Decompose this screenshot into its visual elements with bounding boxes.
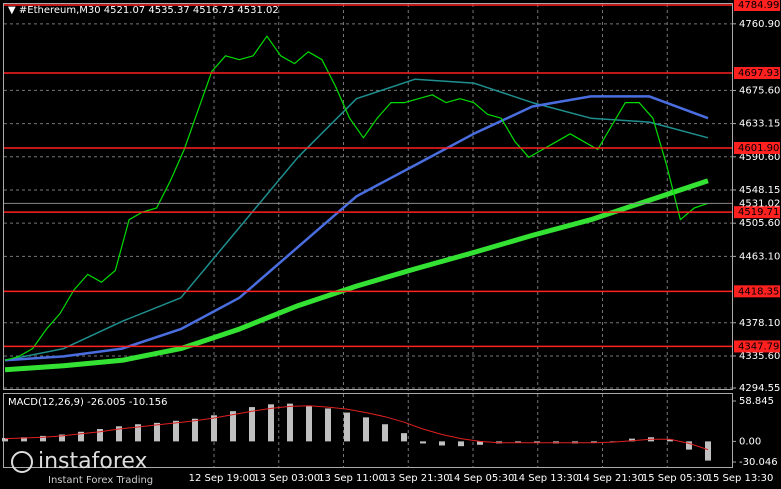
level-label-bg: [734, 285, 780, 298]
macd-bar: [439, 441, 445, 446]
macd-bar: [40, 435, 46, 442]
x-tick-label: 12 Sep 19:00: [189, 473, 256, 484]
level-label: 4347.79: [738, 341, 779, 352]
y-tick-label: 4378.10: [739, 318, 780, 329]
macd-bar: [211, 415, 217, 442]
macd-bar: [192, 418, 198, 442]
macd-bar: [116, 426, 122, 442]
price-line: [4, 78, 709, 362]
macd-signal: [4, 405, 709, 451]
macd-bar: [268, 404, 274, 442]
macd-bar: [154, 422, 160, 442]
macd-bar: [135, 424, 141, 442]
macd-bar: [686, 441, 692, 450]
logo-name: instaforex: [38, 449, 148, 474]
macd-tick-label: -30.046: [739, 457, 778, 468]
level-label-bg: [734, 0, 780, 11]
level-label: 4601.90: [738, 143, 779, 154]
macd-bar: [2, 437, 8, 442]
macd-bar: [249, 407, 255, 442]
macd-bar: [534, 441, 540, 443]
macd-tick-label: 58.845: [739, 396, 774, 407]
level-label: 4418.35: [738, 286, 779, 297]
macd-bar: [325, 408, 331, 442]
macd-bar: [629, 438, 635, 442]
macd-bar: [705, 441, 711, 461]
y-tick-label: 4590.60: [739, 152, 780, 163]
chart-title: ▼ #Ethereum,M30 4521.07 4535.37 4516.73 …: [8, 5, 279, 16]
macd-bar: [78, 431, 84, 442]
y-tick-label: 4633.15: [739, 119, 780, 130]
level-label-bg: [734, 340, 780, 353]
logo-tagline: Instant Forex Trading: [48, 475, 153, 486]
macd-bar: [21, 437, 27, 442]
y-tick-label: 4335.60: [739, 351, 780, 362]
level-label-bg: [734, 141, 780, 154]
macd-bar: [382, 424, 388, 442]
x-tick-label: 14 Sep 05:30: [448, 473, 515, 484]
x-tick-label: 13 Sep 21:30: [383, 473, 450, 484]
macd-bar: [230, 411, 236, 442]
level-label: 4519.71: [738, 207, 779, 218]
logo-icon: [11, 451, 33, 473]
macd-bar: [477, 441, 483, 445]
x-tick-label: 14 Sep 21:30: [577, 473, 644, 484]
x-tick-label: 14 Sep 13:30: [512, 473, 579, 484]
level-label: 4784.99: [738, 0, 779, 11]
macd-bar: [363, 417, 369, 442]
level-label-bg: [734, 206, 780, 219]
macd-bar: [401, 433, 407, 442]
macd-bar: [515, 441, 521, 443]
x-tick-label: 13 Sep 11:00: [318, 473, 385, 484]
current-price-label: 4531.02: [739, 198, 780, 209]
price-line: [4, 178, 709, 373]
y-tick-label: 4463.10: [739, 251, 780, 262]
price-line: [4, 35, 709, 361]
y-tick-label: 4548.15: [739, 185, 780, 196]
x-tick-label: 15 Sep 13:30: [707, 473, 774, 484]
price-line: [4, 95, 709, 362]
macd-bar: [287, 403, 293, 442]
macd-bar: [591, 441, 597, 443]
x-tick-label: 15 Sep 05:30: [642, 473, 709, 484]
macd-tick-label: 0.00: [739, 436, 761, 447]
macd-bar: [306, 405, 312, 442]
level-label: 4697.93: [738, 68, 779, 79]
macd-bar: [420, 441, 426, 444]
logo: instaforex Instant Forex Trading: [11, 449, 153, 486]
macd-label: MACD(12,26,9) -26.005 -10.156: [8, 397, 168, 408]
macd-bar: [173, 420, 179, 442]
macd-frame: [3, 393, 733, 468]
level-label-bg: [734, 66, 780, 79]
y-tick-label: 4505.60: [739, 218, 780, 229]
x-tick-label: 13 Sep 03:00: [253, 473, 320, 484]
y-tick-label: 4675.60: [739, 85, 780, 96]
y-tick-label: 4294.55: [739, 383, 780, 394]
main-frame: [3, 3, 733, 390]
macd-bar: [97, 429, 103, 442]
macd-bar: [59, 434, 65, 442]
macd-bar: [344, 412, 350, 442]
y-tick-label: 4760.90: [739, 19, 780, 30]
macd-bar: [458, 441, 464, 447]
macd-bar: [667, 439, 673, 442]
